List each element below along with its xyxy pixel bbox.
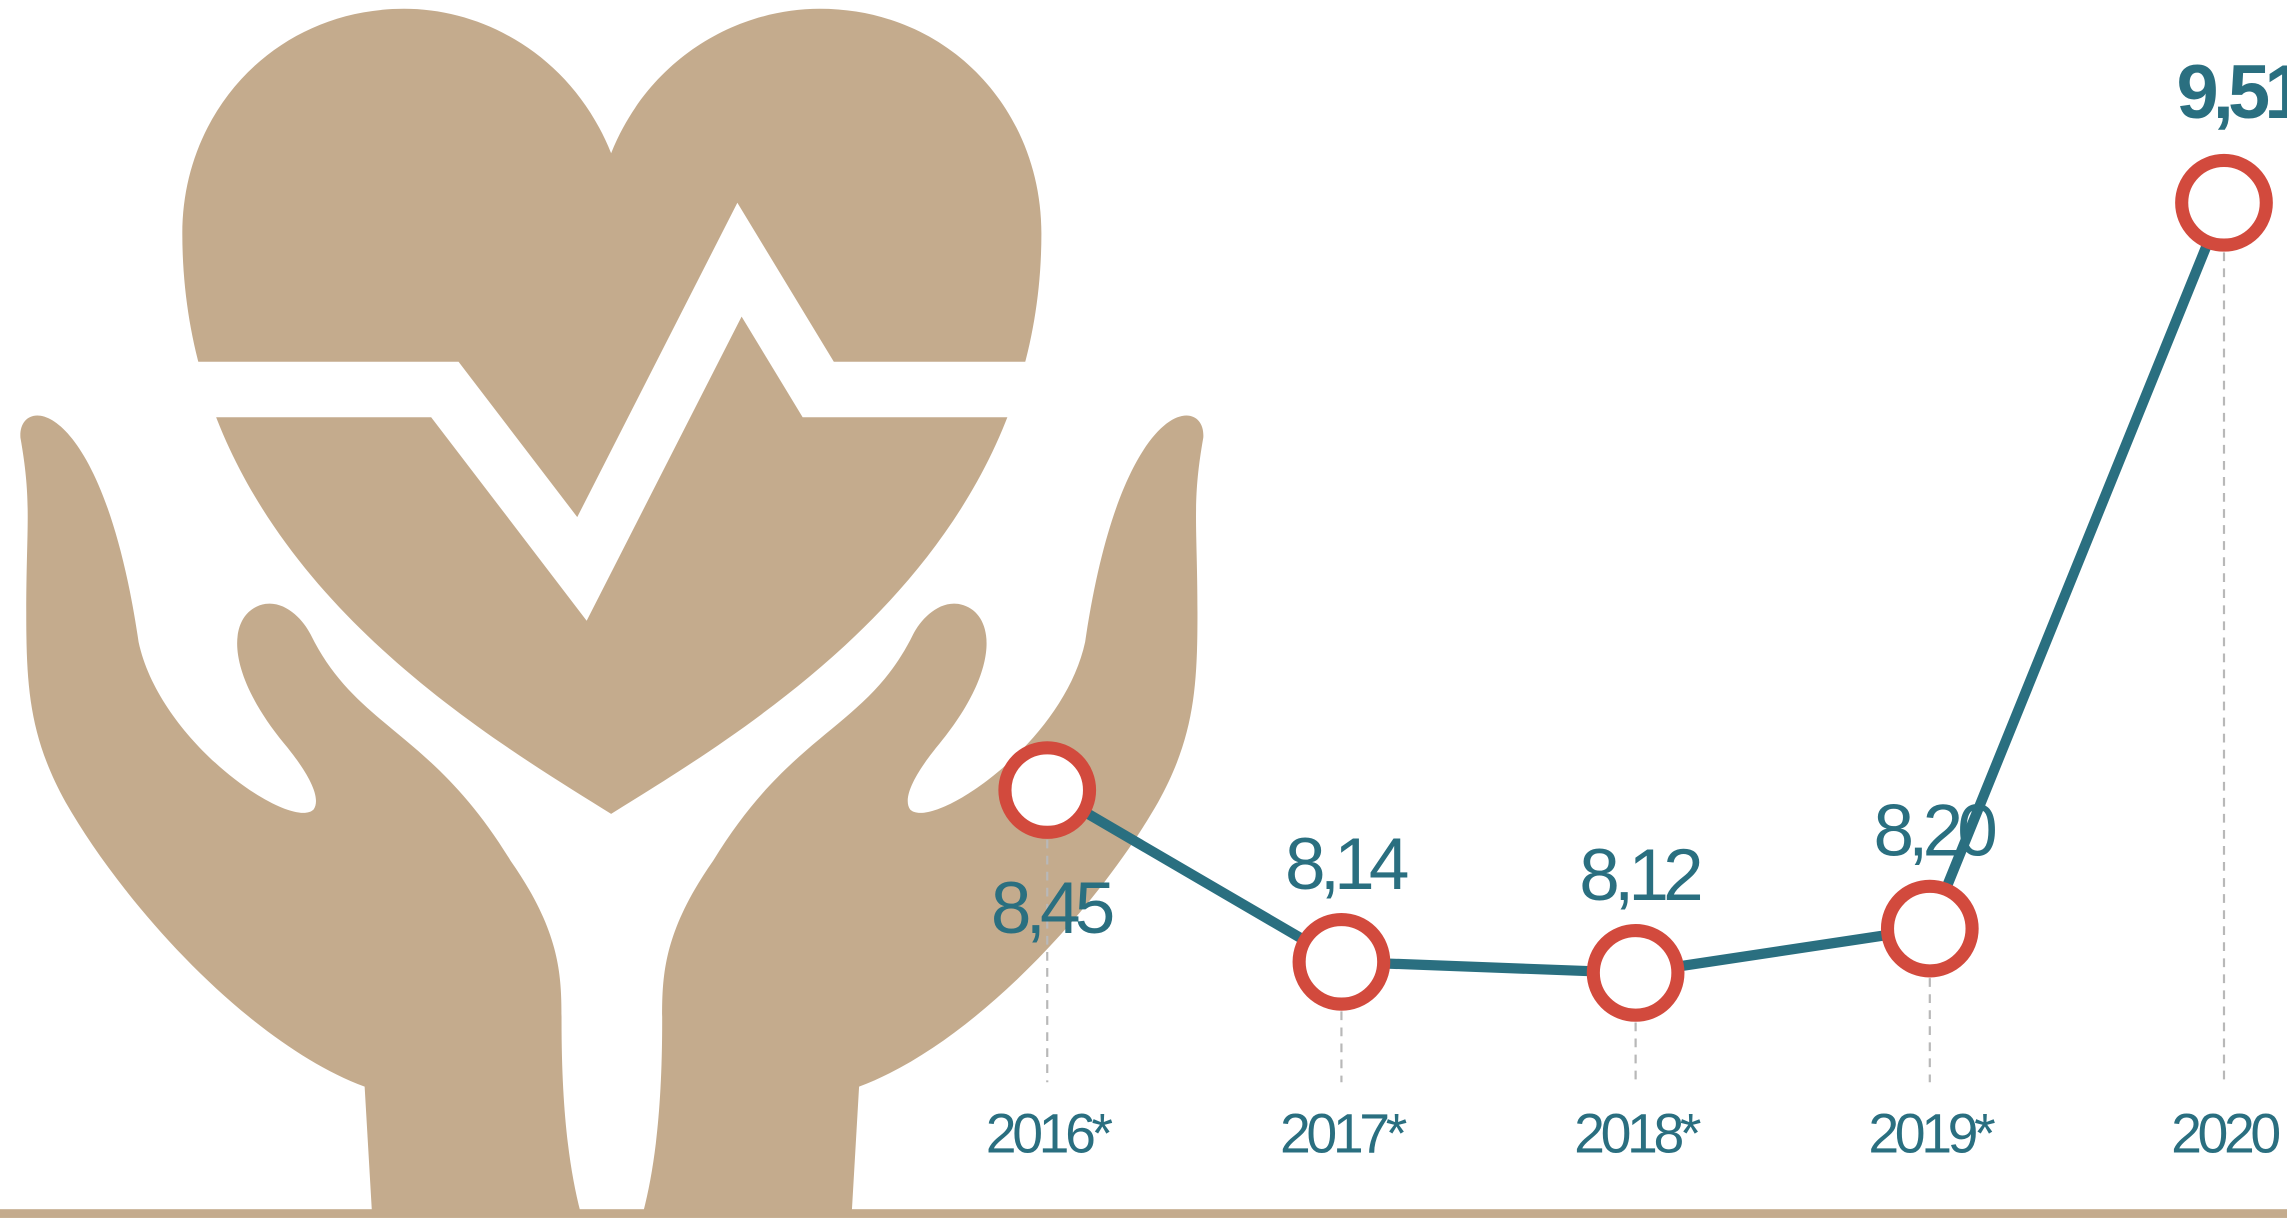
chart: 2016* 2017* 2018* 2019* 2020 8,45 8,14 8,12 8,20…: [0, 0, 2287, 1218]
value-label: 9,51: [2176, 50, 2287, 135]
marker: [2182, 160, 2267, 245]
marker: [1593, 931, 1678, 1016]
illustration: [0, 9, 2287, 1218]
value-label: 8,20: [1873, 791, 1995, 872]
marker: [1299, 920, 1384, 1005]
marker: [1005, 748, 1090, 833]
baseline: [0, 1209, 2287, 1218]
value-label: 8,12: [1579, 835, 1700, 916]
x-tick-label: 2018*: [1574, 1102, 1701, 1164]
value-label: 8,45: [991, 868, 1113, 949]
marker: [1888, 886, 1973, 971]
x-tick-label: 2016*: [986, 1102, 1113, 1164]
x-tick-label: 2017*: [1280, 1102, 1407, 1164]
x-tick-label: 2019*: [1868, 1102, 1995, 1164]
value-label: 8,14: [1285, 824, 1408, 905]
x-tick-label: 2020: [2171, 1102, 2279, 1164]
